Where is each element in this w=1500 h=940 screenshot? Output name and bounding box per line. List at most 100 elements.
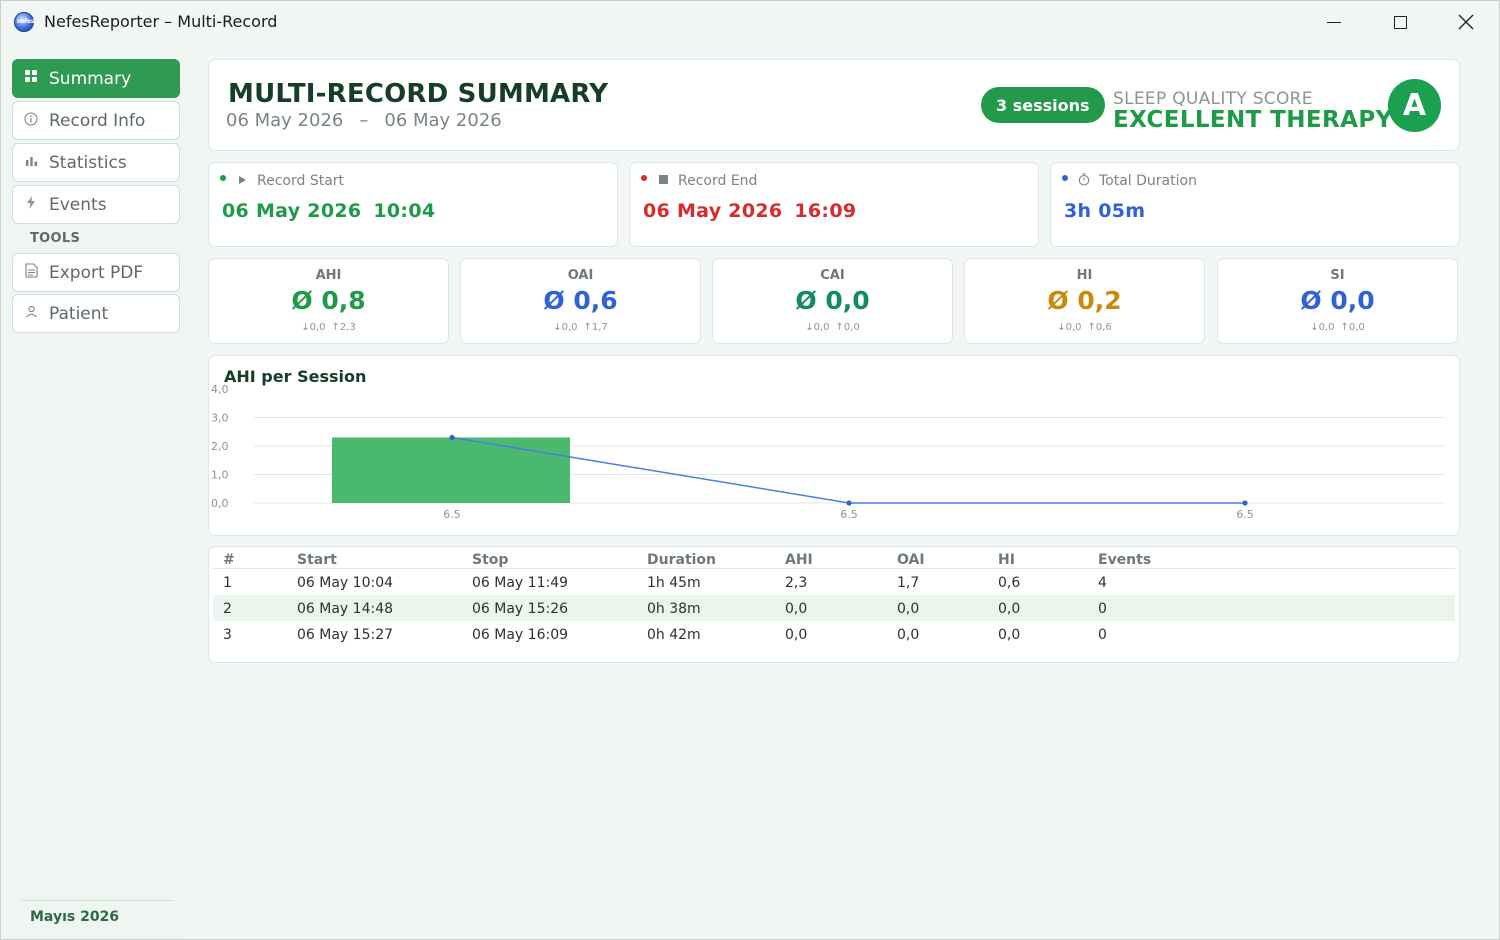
column-header: Stop — [472, 552, 509, 568]
status-dot — [1062, 175, 1068, 181]
bar-chart-icon — [23, 154, 39, 171]
grade-badge: A — [1388, 79, 1441, 132]
metric-range: ↓0,0 ↑0,0 — [805, 322, 860, 333]
record-end-label: Record End — [656, 173, 757, 189]
table-cell: 2 — [223, 601, 232, 617]
metric-label: HI — [1076, 268, 1093, 283]
app-logo-icon: nefes — [14, 12, 34, 32]
column-header: Start — [297, 552, 337, 568]
y-tick-label: 4,0 — [211, 383, 229, 396]
metric-range: ↓0,0 ↑2,3 — [301, 322, 356, 333]
table-cell: 0,0 — [785, 601, 808, 617]
chart-point — [449, 434, 455, 441]
sidebar-item-record-info[interactable]: Record Info — [12, 101, 180, 140]
sessions-table: # Start Stop Duration AHI OAI HI Events 1 06 May … — [213, 552, 1455, 647]
total-duration-card: Total Duration 3h 05m — [1050, 162, 1460, 247]
chart-title: AHI per Session — [224, 367, 367, 386]
table-cell: 06 May 16:09 — [472, 627, 569, 643]
x-tick-label: 6.5 — [1236, 508, 1254, 521]
chart-point — [1242, 500, 1248, 506]
metric-value: Ø 0,0 — [1300, 286, 1375, 315]
tools-section-label: TOOLS — [30, 231, 81, 246]
ahi-chart-card: AHI per Session 4,0 3,0 2,0 1,0 0,0 6.5 6.5 6.5 — [208, 355, 1460, 536]
table-cell: 0,0 — [897, 627, 920, 643]
y-tick-label: 3,0 — [211, 412, 229, 425]
total-duration-value: 3h 05m — [1064, 200, 1146, 222]
sidebar-item-summary[interactable]: Summary — [12, 59, 180, 98]
table-cell: 0 — [1098, 627, 1107, 643]
table-cell: 1h 45m — [647, 575, 701, 591]
x-tick-label: 6.5 — [443, 508, 461, 521]
metric-value: Ø 0,8 — [291, 286, 366, 315]
table-cell: 0,0 — [897, 601, 920, 617]
metric-label: AHI — [315, 268, 342, 283]
sidebar-item-export-pdf[interactable]: Export PDF — [12, 253, 180, 292]
date-to: 06 May 2026 — [384, 110, 502, 131]
chart-bar — [332, 437, 570, 503]
record-start-card: Record Start 06 May 2026 10:04 — [208, 162, 618, 247]
status-dot — [220, 175, 226, 181]
play-icon — [235, 175, 249, 187]
grid-icon — [23, 70, 39, 87]
maximize-button[interactable] — [1367, 1, 1433, 43]
metric-value: Ø 0,0 — [795, 286, 870, 315]
record-start-value: 06 May 2026 10:04 — [222, 200, 436, 222]
title-bar: nefes NefesReporter – Multi-Record — [1, 1, 1499, 43]
metric-label: CAI — [820, 268, 845, 283]
maximize-icon — [1393, 15, 1407, 29]
table-cell: 06 May 15:26 — [472, 601, 569, 617]
record-end-value: 06 May 2026 16:09 — [643, 200, 857, 222]
lightning-icon — [23, 196, 39, 213]
table-cell: 1,7 — [897, 575, 920, 591]
table-cell: 2,3 — [785, 575, 808, 591]
y-tick-label: 1,0 — [211, 469, 229, 482]
table-cell: 0 — [1098, 601, 1107, 617]
column-header: AHI — [785, 552, 813, 568]
sidebar-footer-date: Mayıs 2026 — [30, 909, 120, 925]
sidebar-item-label: Record Info — [49, 110, 146, 131]
sessions-badge: 3 sessions — [981, 87, 1105, 123]
chart-point — [846, 500, 852, 506]
footer-divider — [20, 900, 174, 901]
score-label: SLEEP QUALITY SCORE — [1113, 89, 1313, 109]
metric-card-si: SI Ø 0,0 ↓0,0 ↑0,0 — [1217, 258, 1458, 344]
sidebar-item-label: Summary — [49, 68, 132, 89]
score-value: EXCELLENT THERAPY — [1113, 107, 1393, 133]
status-dot — [641, 175, 647, 181]
metric-range: ↓0,0 ↑1,7 — [553, 322, 608, 333]
sidebar-item-patient[interactable]: Patient — [12, 294, 180, 333]
table-cell: 0h 38m — [647, 601, 701, 617]
date-from: 06 May 2026 — [226, 110, 344, 131]
minimize-icon — [1327, 21, 1341, 23]
sidebar-item-statistics[interactable]: Statistics — [12, 143, 180, 182]
sidebar-item-label: Export PDF — [49, 262, 144, 283]
metric-range: ↓0,0 ↑0,6 — [1057, 322, 1112, 333]
user-icon — [23, 305, 39, 322]
table-row[interactable]: 2 06 May 14:48 06 May 15:26 0h 38m 0,0 0,0 0,0… — [213, 595, 1455, 621]
minimize-button[interactable] — [1301, 1, 1367, 43]
metric-label: SI — [1330, 268, 1345, 283]
table-cell: 0,6 — [998, 575, 1021, 591]
table-cell: 4 — [1098, 575, 1107, 591]
stop-icon — [656, 175, 670, 187]
sidebar-item-label: Statistics — [49, 152, 127, 173]
page-title: MULTI-RECORD SUMMARY — [228, 79, 609, 109]
column-header: Events — [1098, 552, 1152, 568]
metric-value: Ø 0,2 — [1047, 286, 1122, 315]
close-button[interactable] — [1433, 1, 1499, 43]
table-row[interactable]: 3 06 May 15:27 06 May 16:09 0h 42m 0,0 0,0 0,0… — [213, 621, 1455, 647]
table-cell: 0,0 — [998, 601, 1021, 617]
sidebar-item-label: Events — [49, 194, 107, 215]
table-row[interactable]: 1 06 May 10:04 06 May 11:49 1h 45m 2,3 1,7 0,6… — [213, 569, 1455, 595]
metric-value: Ø 0,6 — [543, 286, 618, 315]
sidebar-item-events[interactable]: Events — [12, 185, 180, 224]
close-icon — [1458, 14, 1474, 30]
table-cell: 3 — [223, 627, 232, 643]
ahi-chart: 4,0 3,0 2,0 1,0 0,0 6.5 6.5 6.5 — [211, 383, 1445, 521]
table-cell: 0,0 — [998, 627, 1021, 643]
table-header: # Start Stop Duration AHI OAI HI Events — [213, 552, 1455, 569]
info-icon — [23, 111, 39, 130]
sidebar: Summary Record Info Statistics Events TO… — [2, 43, 191, 939]
total-duration-label: Total Duration — [1077, 173, 1197, 189]
